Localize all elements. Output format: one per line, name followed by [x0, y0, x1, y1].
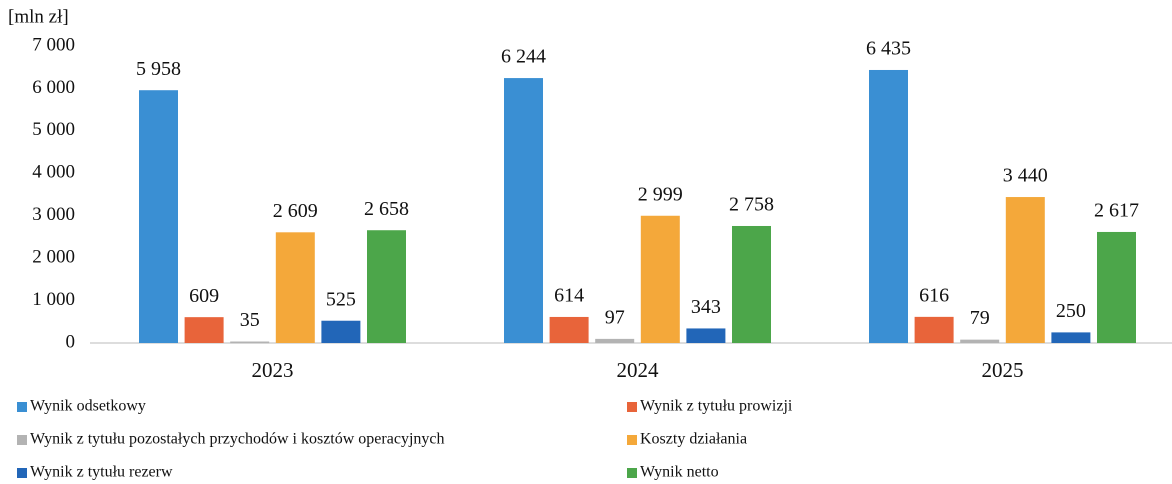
- y-axis-label: [mln zł]: [8, 6, 69, 27]
- bar: [549, 316, 589, 343]
- legend-label: Koszty działania: [640, 431, 747, 448]
- y-tick-label: 5 000: [32, 119, 75, 140]
- legend-swatch: [17, 435, 27, 445]
- legend-swatch: [17, 468, 27, 478]
- bar: [732, 225, 771, 343]
- y-tick-label: 0: [66, 331, 76, 352]
- legend-label: Wynik netto: [640, 464, 719, 481]
- value-label: 2 617: [1094, 200, 1139, 222]
- bar: [367, 230, 406, 343]
- value-label: 614: [554, 285, 584, 307]
- legend-label: Wynik z tytułu pozostałych przychodów i …: [30, 431, 444, 448]
- legend-swatch: [627, 435, 637, 445]
- legend-label: Wynik z tytułu prowizji: [640, 398, 793, 415]
- value-label: 79: [970, 307, 990, 329]
- x-tick-label: 2024: [617, 358, 660, 382]
- bar: [869, 69, 908, 344]
- bar: [184, 317, 224, 343]
- x-tick-label: 2023: [252, 358, 294, 382]
- value-label: 616: [919, 284, 949, 306]
- bar: [595, 338, 635, 343]
- value-label: 343: [691, 296, 721, 318]
- value-label: 2 999: [638, 183, 683, 205]
- value-label: 609: [189, 285, 219, 307]
- bar: [640, 215, 680, 343]
- bar: [686, 328, 726, 343]
- value-label: 2 658: [364, 198, 409, 220]
- value-label: 250: [1056, 300, 1086, 322]
- bar: [1097, 231, 1136, 343]
- value-label: 3 440: [1003, 165, 1048, 187]
- bar: [504, 78, 543, 344]
- value-label: 2 609: [273, 200, 318, 222]
- bar: [914, 316, 954, 343]
- value-label: 97: [605, 306, 625, 328]
- y-tick-label: 2 000: [32, 247, 75, 268]
- legend-swatch: [627, 468, 637, 478]
- value-label: 5 958: [136, 58, 181, 80]
- bar: [275, 232, 315, 343]
- value-label: 35: [240, 309, 260, 331]
- bar: [139, 90, 178, 343]
- bar: [960, 339, 1000, 343]
- legend-label: Wynik z tytułu rezerw: [30, 464, 173, 481]
- x-tick-label: 2025: [982, 358, 1024, 382]
- y-tick-label: 1 000: [32, 289, 75, 310]
- legend-swatch: [17, 402, 27, 412]
- value-label: 2 758: [729, 194, 774, 216]
- legend-swatch: [627, 402, 637, 412]
- bar: [1005, 197, 1045, 343]
- y-tick-label: 7 000: [32, 34, 75, 55]
- value-label: 525: [326, 288, 356, 310]
- value-label: 6 244: [501, 46, 546, 68]
- legend-label: Wynik odsetkowy: [30, 398, 146, 415]
- bar: [230, 341, 270, 344]
- bar: [321, 320, 361, 343]
- bar: [1051, 332, 1091, 343]
- y-tick-label: 4 000: [32, 162, 75, 183]
- y-tick-label: 3 000: [32, 204, 75, 225]
- value-label: 6 435: [866, 38, 911, 60]
- y-tick-label: 6 000: [32, 77, 75, 98]
